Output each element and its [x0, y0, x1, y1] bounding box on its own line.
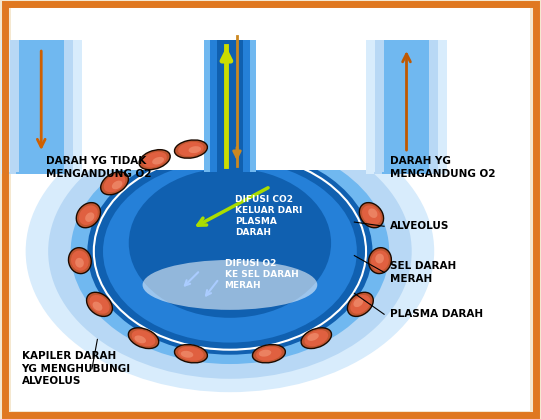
FancyBboxPatch shape	[374, 40, 439, 174]
FancyBboxPatch shape	[203, 40, 256, 170]
FancyBboxPatch shape	[217, 40, 243, 172]
Ellipse shape	[76, 203, 101, 228]
Ellipse shape	[371, 251, 389, 271]
Ellipse shape	[87, 292, 113, 316]
Ellipse shape	[69, 248, 91, 274]
Text: PLASMA DARAH: PLASMA DARAH	[390, 309, 483, 319]
FancyBboxPatch shape	[375, 40, 438, 172]
Text: DARAH YG
MENGANDUNG O2: DARAH YG MENGANDUNG O2	[390, 156, 495, 179]
Ellipse shape	[259, 350, 271, 357]
Ellipse shape	[104, 174, 126, 192]
Ellipse shape	[101, 172, 128, 195]
FancyBboxPatch shape	[384, 40, 429, 172]
FancyBboxPatch shape	[10, 40, 72, 172]
Ellipse shape	[93, 302, 102, 311]
Ellipse shape	[301, 328, 332, 349]
FancyBboxPatch shape	[16, 2, 203, 170]
Ellipse shape	[87, 148, 372, 354]
Ellipse shape	[25, 111, 434, 392]
FancyBboxPatch shape	[9, 40, 74, 174]
FancyBboxPatch shape	[366, 40, 447, 172]
Ellipse shape	[142, 260, 317, 310]
Ellipse shape	[79, 205, 98, 225]
Ellipse shape	[175, 140, 207, 158]
Ellipse shape	[347, 292, 373, 316]
Ellipse shape	[305, 330, 328, 346]
Text: SEL DARAH
MERAH: SEL DARAH MERAH	[390, 261, 456, 284]
Ellipse shape	[353, 298, 363, 307]
Ellipse shape	[88, 151, 372, 352]
Text: KAPILER DARAH
YG MENGHUBUNGI
ALVEOLUS: KAPILER DARAH YG MENGHUBUNGI ALVEOLUS	[22, 351, 131, 386]
FancyBboxPatch shape	[217, 40, 243, 170]
Ellipse shape	[178, 142, 204, 156]
Ellipse shape	[112, 181, 122, 189]
FancyBboxPatch shape	[210, 40, 250, 170]
Text: ALVEOLUS: ALVEOLUS	[390, 221, 449, 231]
Ellipse shape	[85, 212, 94, 222]
FancyBboxPatch shape	[1, 40, 82, 174]
Ellipse shape	[129, 168, 331, 318]
Ellipse shape	[75, 258, 84, 268]
FancyBboxPatch shape	[1, 40, 82, 172]
FancyBboxPatch shape	[203, 40, 256, 172]
FancyBboxPatch shape	[256, 2, 525, 170]
Ellipse shape	[178, 347, 204, 361]
Ellipse shape	[89, 295, 110, 314]
Text: DIFUSI O2
KE SEL DARAH
MERAH: DIFUSI O2 KE SEL DARAH MERAH	[225, 259, 298, 290]
FancyBboxPatch shape	[16, 2, 525, 170]
Ellipse shape	[128, 328, 159, 349]
FancyBboxPatch shape	[18, 40, 64, 172]
Ellipse shape	[375, 253, 384, 264]
Ellipse shape	[307, 333, 319, 341]
Ellipse shape	[135, 336, 146, 343]
Ellipse shape	[152, 157, 164, 165]
Ellipse shape	[368, 208, 378, 218]
Ellipse shape	[103, 160, 357, 343]
Ellipse shape	[189, 146, 201, 153]
Ellipse shape	[350, 295, 371, 314]
Ellipse shape	[175, 344, 207, 363]
FancyBboxPatch shape	[381, 40, 431, 174]
Text: DIFUSI CO2
KELUAR DARI
PLASMA
DARAH: DIFUSI CO2 KELUAR DARI PLASMA DARAH	[235, 195, 303, 237]
Ellipse shape	[256, 347, 282, 361]
Ellipse shape	[181, 351, 193, 358]
Ellipse shape	[48, 124, 412, 379]
Text: DARAH YG TIDAK
MENGANDUNG O2: DARAH YG TIDAK MENGANDUNG O2	[46, 156, 151, 179]
Ellipse shape	[359, 203, 384, 228]
FancyBboxPatch shape	[210, 40, 250, 172]
Ellipse shape	[253, 344, 285, 363]
Ellipse shape	[362, 205, 381, 225]
FancyBboxPatch shape	[366, 40, 447, 174]
Ellipse shape	[71, 139, 389, 364]
Ellipse shape	[139, 150, 170, 170]
FancyBboxPatch shape	[11, 8, 530, 411]
Ellipse shape	[131, 330, 155, 346]
Ellipse shape	[142, 152, 167, 168]
Ellipse shape	[368, 248, 391, 274]
Ellipse shape	[71, 251, 89, 271]
FancyBboxPatch shape	[16, 40, 66, 174]
